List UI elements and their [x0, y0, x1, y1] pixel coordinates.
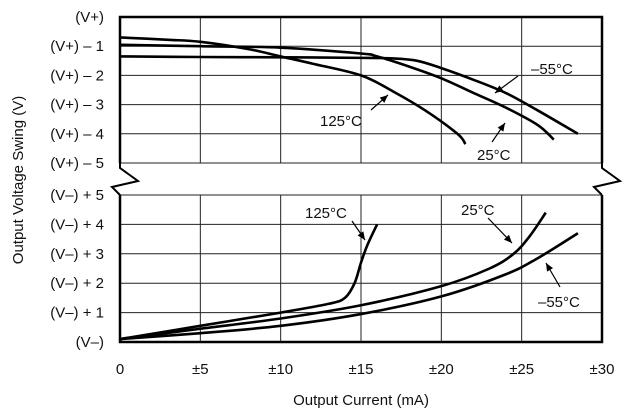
y-tick-labels: (V+) (V+) – 1 (V+) – 2 (V+) – 3 (V+) – 4 (V+)… — [50, 9, 104, 351]
y-tick-label: (V–) — [76, 334, 104, 351]
curve-label: 125°C — [305, 205, 347, 222]
y-tick-label: (V+) – 1 — [50, 38, 104, 55]
curve-upper-125C — [119, 36, 467, 145]
y-tick-label: (V+) – 5 — [50, 155, 104, 172]
x-axis-title: Output Current (mA) — [293, 392, 429, 409]
curve-label: 25°C — [461, 202, 495, 219]
y-tick-label: (V+) – 3 — [50, 97, 104, 114]
curve-upper-25C — [119, 43, 555, 141]
curve-label: –55°C — [538, 294, 580, 311]
y-tick-label: (V–) + 5 — [50, 187, 104, 204]
curve-label: 25°C — [477, 147, 511, 164]
arrow-head-icon — [495, 85, 504, 93]
plot-frame — [110, 15, 623, 344]
x-tick-labels: 0 ±5 ±10 ±15 ±20 ±25 ±30 — [116, 361, 615, 378]
x-tick-label: ±20 — [429, 361, 454, 378]
y-axis-title: Output Voltage Swing (V) — [10, 96, 27, 264]
x-tick-label: 0 — [116, 361, 124, 378]
arrow-head-icon — [503, 234, 512, 243]
grid-lines — [119, 16, 603, 343]
axis-break-left — [110, 163, 141, 196]
x-tick-label: ±5 — [192, 361, 209, 378]
x-tick-label: ±10 — [268, 361, 293, 378]
x-tick-label: ±25 — [509, 361, 534, 378]
y-tick-label: (V+) – 2 — [50, 67, 104, 84]
arrow-head-icon — [379, 95, 388, 103]
x-tick-label: ±15 — [349, 361, 374, 378]
y-tick-label: (V–) + 4 — [50, 216, 104, 233]
arrow-head-icon — [497, 123, 505, 132]
axis-break-right — [592, 163, 623, 196]
curve-label: 125°C — [320, 113, 362, 130]
arrow-head-icon — [357, 231, 365, 240]
y-tick-label: (V–) + 1 — [50, 305, 104, 322]
y-tick-label: (V+) – 4 — [50, 126, 104, 143]
data-curves — [119, 36, 579, 341]
y-tick-label: (V+) — [75, 9, 104, 26]
curve-upper-55C — [119, 55, 579, 135]
curve-annotations: –55°C 125°C 25°C 125°C 25°C –55°C — [305, 61, 580, 311]
y-tick-label: (V–) + 2 — [50, 275, 104, 292]
curve-lower-55C — [119, 232, 579, 341]
curve-label: –55°C — [531, 61, 573, 78]
y-tick-label: (V–) + 3 — [50, 246, 104, 263]
arrow-head-icon — [546, 263, 554, 272]
curve-lower-25C — [119, 211, 547, 341]
curve-lower-125C — [119, 223, 379, 341]
x-tick-label: ±30 — [590, 361, 615, 378]
